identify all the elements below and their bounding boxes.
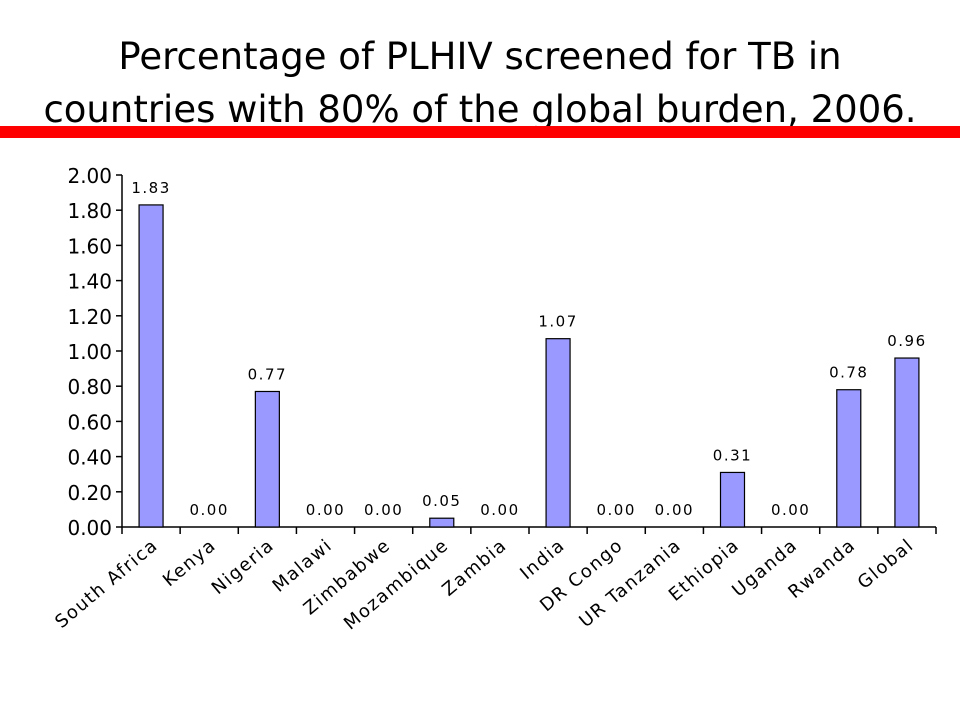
data-label: 0.00 — [655, 501, 694, 519]
x-category-label: India — [516, 535, 569, 584]
y-tick-label: 0.20 — [67, 481, 112, 505]
data-label: 0.77 — [248, 365, 287, 383]
x-category-label: Nigeria — [208, 535, 279, 599]
y-tick-label: 0.40 — [67, 446, 112, 470]
x-category-label: Mozambique — [340, 535, 453, 635]
x-category-label: Global — [854, 535, 918, 594]
data-label: 0.00 — [364, 501, 403, 519]
data-label: 1.07 — [538, 313, 577, 331]
y-tick-label: 0.00 — [67, 516, 112, 540]
bar — [719, 471, 746, 528]
data-label: 0.00 — [190, 501, 229, 519]
x-category-label: Zambia — [438, 535, 511, 601]
y-tick-label: 1.80 — [67, 199, 112, 223]
chart-title-line-2: countries with 80% of the global burden,… — [43, 88, 917, 131]
data-label: 0.05 — [422, 492, 461, 510]
data-label: 0.00 — [480, 501, 519, 519]
x-category-label: South Africa — [51, 535, 162, 633]
data-label: 0.31 — [713, 446, 752, 464]
bar — [429, 517, 455, 528]
data-label: 0.00 — [597, 501, 636, 519]
y-tick-label: 0.60 — [67, 410, 112, 434]
bar — [545, 338, 571, 528]
y-tick-label: 1.20 — [67, 305, 112, 329]
y-tick-label: 1.60 — [67, 234, 112, 258]
data-label: 0.00 — [771, 501, 810, 519]
chart-title: Percentage of PLHIV screened for TB in c… — [0, 30, 960, 136]
y-tick-label: 2.00 — [67, 164, 112, 188]
data-label: 0.96 — [887, 332, 926, 350]
bar — [138, 204, 164, 528]
y-tick-label: 1.40 — [67, 270, 112, 294]
bar — [894, 357, 920, 528]
data-label: 0.00 — [306, 501, 345, 519]
data-label: 0.78 — [829, 364, 868, 382]
y-tick-label: 1.00 — [67, 340, 112, 364]
data-label: 1.83 — [131, 179, 170, 197]
title-underline-rule — [0, 126, 960, 138]
bar — [254, 390, 280, 528]
chart-title-line-1: Percentage of PLHIV screened for TB in — [118, 35, 842, 78]
bar — [836, 389, 862, 528]
x-category-label: UR Tanzania — [575, 535, 685, 632]
y-tick-label: 0.80 — [67, 375, 112, 399]
